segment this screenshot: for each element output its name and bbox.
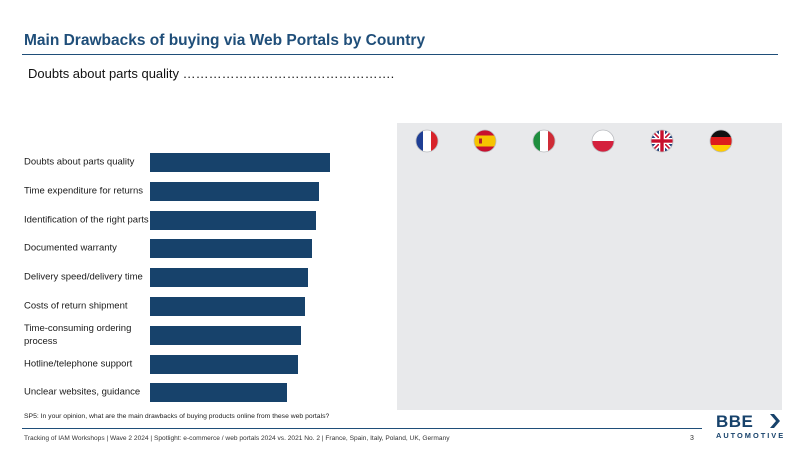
bbe-automotive-logo: BBE AUTOMOTIVE (712, 412, 786, 442)
bar-category-label: Time-consuming ordering process (24, 322, 132, 347)
page-title: Main Drawbacks of buying via Web Portals… (24, 32, 426, 49)
bar-row: Costs of return shipment (0, 292, 400, 320)
bar-row: Unclear websites, guidance (0, 378, 400, 406)
bar-row: Delivery speed/delivery time (0, 263, 400, 291)
italy-flag-icon (532, 129, 556, 153)
bar-row: Time expenditure for returns (0, 177, 400, 205)
bar-mark (150, 268, 309, 288)
bar-category-label: Costs of return shipment (24, 300, 128, 312)
spain-flag-icon (473, 129, 497, 153)
chart-subtitle: Doubts about parts quality …………………………………… (28, 66, 395, 81)
bar-mark (150, 210, 316, 230)
bar-mark (150, 153, 330, 172)
bar-mark (150, 383, 287, 403)
bar-row: Identification of the right parts (0, 206, 400, 234)
bar-mark (150, 297, 305, 316)
bar-row: Doubts about parts quality (0, 148, 400, 176)
title-divider (22, 54, 778, 55)
bar-row: Documented warranty (0, 234, 400, 262)
page-number: 3 (690, 435, 694, 442)
bar-category-label: Delivery speed/delivery time (24, 271, 143, 283)
bar-category-label: Time expenditure for returns (24, 185, 143, 197)
bar-mark (150, 354, 298, 374)
bar-category-label: Identification of the right parts (24, 214, 149, 226)
logo-chevron-icon (770, 414, 780, 428)
bar-category-label: Doubts about parts quality (24, 156, 135, 168)
bar-mark (150, 181, 320, 201)
logo-sub-text: AUTOMOTIVE (716, 431, 786, 440)
country-panel (397, 123, 782, 410)
bar-category-label: Hotline/telephone support (24, 358, 133, 370)
logo-main-text: BBE (716, 412, 754, 431)
footer-text: Tracking of IAM Workshops | Wave 2 2024 … (24, 435, 450, 442)
germany-flag-icon (709, 129, 733, 153)
poland-flag-icon (591, 129, 615, 153)
bar-row: Time-consuming ordering process (0, 321, 400, 349)
bar-category-label: Documented warranty (24, 242, 117, 254)
bar-mark (150, 325, 302, 345)
bar-category-label: Unclear websites, guidance (24, 386, 141, 398)
bar-row: Hotline/telephone support (0, 350, 400, 378)
uk-flag-icon (650, 129, 674, 153)
survey-question-footnote: SP5: In your opinion, what are the main … (24, 413, 330, 420)
footer-divider (22, 428, 702, 429)
france-flag-icon (415, 129, 439, 153)
bar-chart: Doubts about parts quality Time expenditu… (0, 148, 400, 410)
bar-mark (150, 239, 312, 259)
